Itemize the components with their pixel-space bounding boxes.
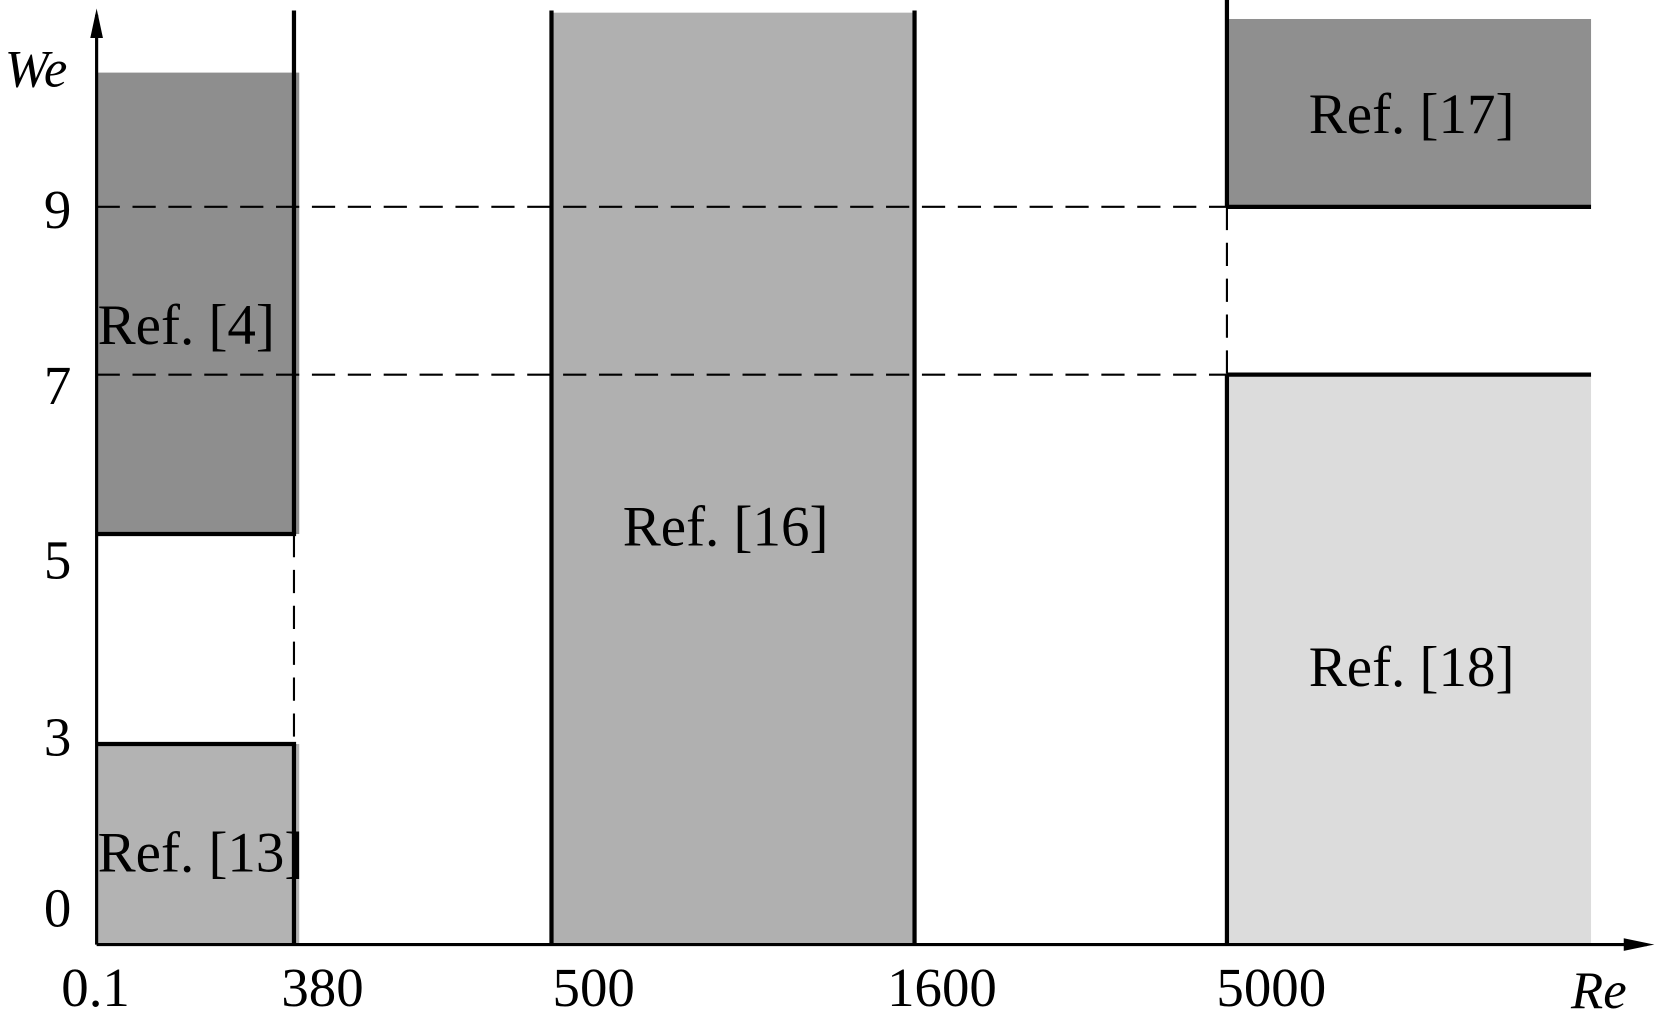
y-tick-label: 7 [44, 355, 71, 416]
region-4 [96, 72, 300, 535]
y-axis-arrow [90, 8, 103, 38]
y-tick-label: 3 [44, 707, 71, 768]
x-tick-label: 5000 [1216, 957, 1326, 1018]
region-16 [551, 12, 915, 945]
region-17 [1226, 18, 1592, 207]
boundary-lines [96, 0, 1592, 945]
region-18 [1226, 374, 1592, 945]
regions [96, 12, 1592, 945]
region-label: Ref. [13] [98, 822, 304, 885]
region-label: Ref. [4] [98, 294, 275, 357]
x-tick-label: 0.1 [61, 957, 130, 1018]
x-axis-arrow [1623, 938, 1655, 951]
tick-labels: 0.1 380 500 1600 5000 0 3 5 7 9 [44, 179, 1326, 1018]
region-13 [96, 744, 300, 945]
region-label: Ref. [16] [623, 496, 829, 559]
y-axis-label: We [5, 41, 68, 99]
y-tick-label: 0 [44, 878, 71, 939]
x-tick-label: 380 [281, 957, 363, 1018]
axes [90, 8, 1655, 951]
region-labels: Ref. [13] Ref. [4] Ref. [16] Ref. [17] Ref. … [98, 83, 1515, 885]
x-tick-label: 1600 [887, 957, 997, 1018]
x-tick-label: 500 [553, 957, 635, 1018]
region-label: Ref. [17] [1309, 83, 1515, 146]
x-axis-label: Re [1570, 962, 1627, 1020]
y-tick-label: 9 [44, 179, 71, 240]
region-label: Ref. [18] [1309, 636, 1515, 699]
y-tick-label: 5 [44, 529, 71, 590]
